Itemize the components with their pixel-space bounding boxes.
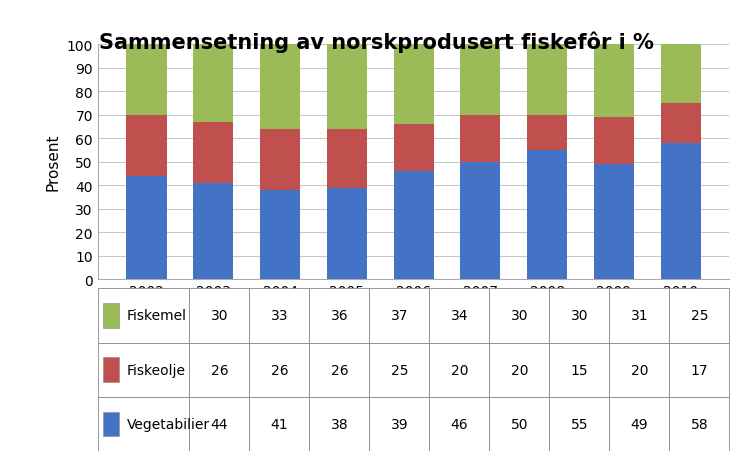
Text: 15: 15 (571, 363, 588, 377)
Bar (190, 289, 250, 343)
Text: 30: 30 (511, 309, 528, 322)
Bar (260, 190, 300, 280)
Bar (490, 343, 550, 397)
Bar (609, 343, 669, 397)
Bar (661, 45, 701, 104)
Text: 37: 37 (390, 309, 408, 322)
Bar (260, 129, 300, 190)
Bar (309, 397, 369, 451)
Text: 46: 46 (450, 417, 468, 431)
Bar (327, 43, 367, 129)
Bar (369, 343, 429, 397)
Text: 25: 25 (390, 363, 408, 377)
Bar (527, 45, 567, 115)
Text: 26: 26 (331, 363, 348, 377)
Bar (98, 343, 190, 397)
Bar (429, 343, 490, 397)
Bar (327, 188, 367, 280)
Bar (609, 289, 669, 343)
Bar (527, 151, 567, 280)
Text: 26: 26 (271, 363, 288, 377)
Bar (669, 397, 729, 451)
Bar (550, 289, 609, 343)
Bar (460, 162, 500, 280)
Text: 38: 38 (331, 417, 348, 431)
Bar (309, 343, 369, 397)
Bar (190, 343, 250, 397)
Text: 33: 33 (271, 309, 288, 322)
Bar (126, 115, 166, 176)
Bar (550, 397, 609, 451)
Bar (490, 289, 550, 343)
Bar (490, 397, 550, 451)
Bar (661, 143, 701, 280)
Text: Vegetabilier: Vegetabilier (127, 417, 211, 431)
Bar (669, 343, 729, 397)
Bar (309, 289, 369, 343)
Bar (594, 118, 634, 165)
Bar (250, 343, 309, 397)
Bar (103, 412, 120, 436)
Bar (527, 115, 567, 151)
Text: Fiskemel: Fiskemel (127, 309, 187, 322)
Text: 26: 26 (211, 363, 228, 377)
Bar (369, 289, 429, 343)
Bar (594, 165, 634, 280)
Text: 20: 20 (511, 363, 528, 377)
Text: 41: 41 (271, 417, 288, 431)
Text: 50: 50 (511, 417, 528, 431)
Bar (609, 397, 669, 451)
Bar (193, 45, 233, 123)
Bar (327, 129, 367, 188)
Bar (250, 289, 309, 343)
Text: Fiskeolje: Fiskeolje (127, 363, 186, 377)
Bar (460, 115, 500, 162)
Bar (98, 289, 190, 343)
Bar (393, 45, 434, 125)
Text: 44: 44 (211, 417, 228, 431)
Bar (103, 304, 120, 328)
Text: 30: 30 (211, 309, 228, 322)
Text: 20: 20 (631, 363, 648, 377)
Bar (429, 289, 490, 343)
Bar (393, 172, 434, 280)
Bar (669, 289, 729, 343)
Bar (393, 125, 434, 172)
Bar (193, 123, 233, 184)
Bar (126, 176, 166, 280)
Bar (126, 45, 166, 115)
Text: 30: 30 (571, 309, 588, 322)
Bar (98, 397, 190, 451)
Bar (661, 104, 701, 143)
Bar (250, 397, 309, 451)
Text: 58: 58 (690, 417, 708, 431)
Text: 55: 55 (571, 417, 588, 431)
Text: 17: 17 (690, 363, 708, 377)
Bar (193, 184, 233, 280)
Text: 49: 49 (631, 417, 648, 431)
Y-axis label: Prosent: Prosent (46, 133, 61, 191)
Bar (190, 397, 250, 451)
Text: 25: 25 (690, 309, 708, 322)
Bar (103, 358, 120, 382)
Bar (594, 45, 634, 118)
Bar (260, 45, 300, 129)
Text: 31: 31 (631, 309, 648, 322)
Text: Sammensetning av norskprodusert fiskefôr i %: Sammensetning av norskprodusert fiskefôr… (99, 32, 653, 53)
Text: 36: 36 (331, 309, 348, 322)
Bar (429, 397, 490, 451)
Bar (460, 45, 500, 115)
Bar (550, 343, 609, 397)
Bar (369, 397, 429, 451)
Text: 39: 39 (390, 417, 408, 431)
Text: 34: 34 (450, 309, 468, 322)
Text: 20: 20 (450, 363, 468, 377)
